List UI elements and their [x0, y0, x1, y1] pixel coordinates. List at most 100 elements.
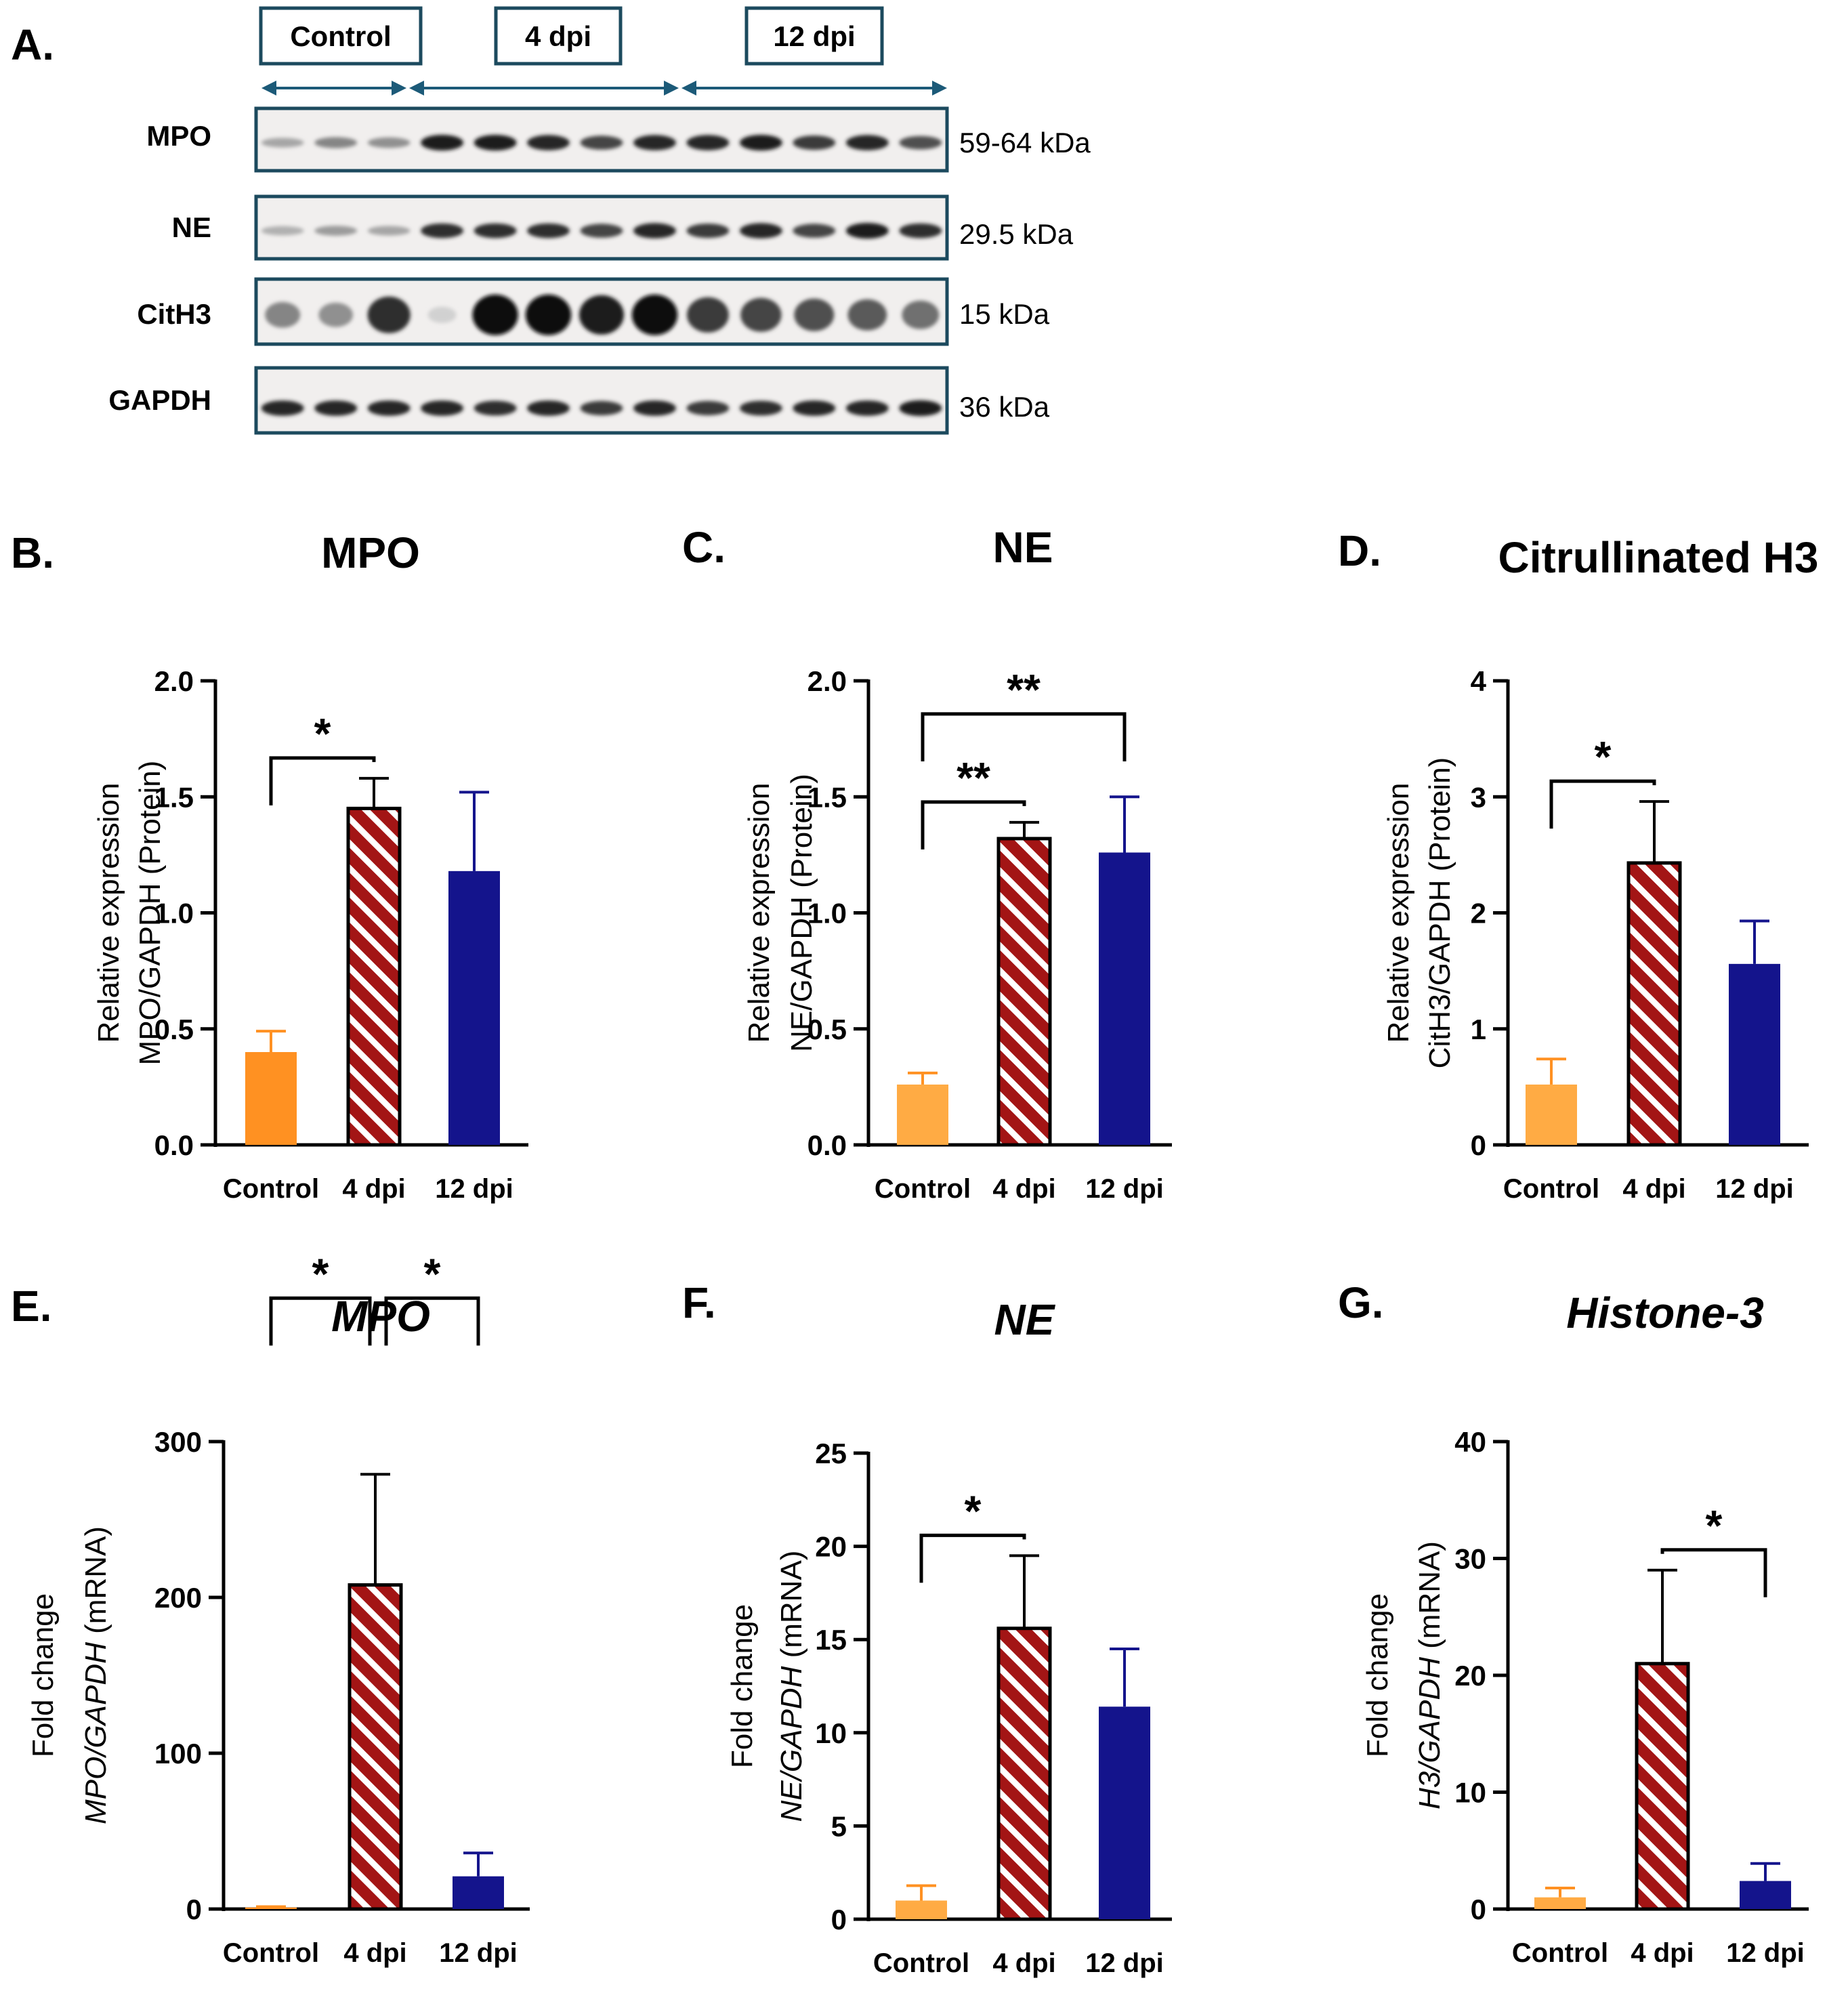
blot-band-gapdh-lane-1: [261, 400, 304, 416]
y-tick-label: 0: [186, 1893, 202, 1925]
x-tick-label-0: Control: [873, 1948, 969, 1978]
y-tick-label: 1.5: [154, 781, 194, 813]
significance-label-0: *: [1706, 1501, 1723, 1550]
bar-1: [1635, 1662, 1690, 1911]
blot-band-cith3-lane-4: [427, 306, 457, 323]
group-arrowhead-left-1: [409, 81, 424, 96]
y-axis-label-segment: MPO/GAPDH: [79, 1642, 112, 1824]
bar-0: [1534, 1897, 1586, 1909]
blot-band-cith3-lane-9: [687, 297, 729, 333]
bar-0: [896, 1900, 947, 1919]
blot-rows: MPO 59-64 kDa NE 29.5 kDa CitH3 15 kDa GAPDH 36…: [108, 106, 1091, 435]
bar-0: [897, 1084, 948, 1145]
blot-row-ne: NE 29.5 kDa: [172, 194, 1074, 261]
blot-band-ne-lane-9: [686, 224, 730, 238]
bar-1: [1626, 861, 1682, 1147]
blot-band-ne-lane-12: [845, 223, 889, 239]
significance-bracket-0: [919, 1533, 1026, 1583]
y-axis-label-line-1: Fold change: [726, 1604, 759, 1768]
y-tick-label: 2: [1471, 898, 1486, 929]
x-tick-label-1: 4 dpi: [992, 1948, 1055, 1978]
x-tick-label-1: 4 dpi: [343, 1938, 406, 1968]
y-tick-label: 1.0: [154, 898, 194, 929]
blot-row-gapdh: GAPDH 36 kDa: [108, 366, 1050, 435]
chart-title: NE: [993, 523, 1053, 572]
chart-panel-d: D. Citrullinated H3 0 1 2 3 4 Relative expressi…: [1338, 526, 1818, 1204]
group-arrowhead-left-0: [261, 81, 276, 96]
chart-panel-f: F. NE 0 5 10 15 20 25 Fold change NE/GAPDH (mRNA)…: [682, 1278, 1172, 1978]
blot-row-cith3: CitH3 15 kDa: [137, 277, 1050, 346]
y-axis-label-segment: H3/GAPDH: [1413, 1657, 1446, 1809]
x-tick-label-2: 12 dpi: [435, 1174, 513, 1204]
blot-band-mpo-lane-8: [633, 135, 676, 150]
blot-band-cith3-lane-7: [579, 295, 624, 335]
y-tick-label: 25: [815, 1438, 847, 1469]
bar-1: [996, 1627, 1052, 1921]
significance-bracket-0: [269, 756, 376, 805]
blot-size-ne: 29.5 kDa: [959, 218, 1074, 250]
y-tick-label: 300: [154, 1426, 202, 1458]
panel-letter: F.: [682, 1278, 716, 1327]
y-tick-label: 0.0: [154, 1129, 194, 1161]
significance-bracket-1: [921, 712, 1127, 761]
y-tick-label: 10: [815, 1717, 847, 1749]
blot-label-mpo: MPO: [146, 120, 211, 152]
x-tick-label-2: 12 dpi: [439, 1938, 518, 1968]
y-tick-label: 1.5: [807, 781, 847, 813]
blot-band-mpo-lane-4: [421, 135, 463, 151]
significance-bracket-0: [1549, 779, 1656, 829]
y-tick-label: 10: [1454, 1777, 1486, 1809]
y-tick-label: 1: [1471, 1013, 1486, 1045]
panel-letter: D.: [1338, 526, 1381, 575]
y-tick-label: 20: [1454, 1660, 1486, 1692]
blot-band-ne-lane-5: [474, 223, 517, 238]
blot-band-gapdh-lane-9: [686, 400, 730, 416]
bar-1: [346, 806, 402, 1147]
blot-size-cith3: 15 kDa: [959, 298, 1050, 330]
chart-title: Histone-3: [1566, 1288, 1764, 1337]
y-tick-label: 30: [1454, 1543, 1486, 1575]
blot-band-gapdh-lane-10: [740, 400, 782, 416]
significance-label-0: *: [1595, 732, 1612, 781]
chart-title: NE: [994, 1295, 1056, 1344]
group-label-2: 12 dpi: [773, 20, 855, 52]
blot-band-cith3-lane-2: [318, 302, 353, 327]
panel-letter: G.: [1338, 1278, 1384, 1327]
blot-band-gapdh-lane-7: [580, 400, 623, 416]
chart-title: MPO: [331, 1292, 430, 1341]
bar-0: [1526, 1084, 1577, 1145]
y-tick-label: 0: [831, 1904, 847, 1935]
group-arrowhead-right-2: [932, 81, 947, 96]
x-tick-label-2: 12 dpi: [1085, 1948, 1164, 1978]
blot-band-ne-lane-1: [261, 226, 304, 236]
significance-bracket-0: [921, 800, 1026, 850]
group-label-0: Control: [290, 20, 391, 52]
x-tick-label-2: 12 dpi: [1726, 1938, 1805, 1968]
significance-label-0: **: [957, 753, 990, 802]
blot-band-mpo-lane-10: [740, 135, 782, 151]
chart-panel-g: G. Histone-3 0 10 20 30 40 Fold change H3/GAPDH …: [1338, 1278, 1809, 1968]
y-tick-label: 0.5: [154, 1013, 194, 1045]
blot-band-mpo-lane-11: [793, 135, 836, 150]
blot-band-ne-lane-6: [527, 223, 570, 238]
blot-band-mpo-lane-7: [580, 135, 623, 150]
y-axis-label-line-1: Relative expression: [742, 783, 776, 1043]
blot-band-gapdh-lane-12: [845, 400, 889, 416]
y-tick-label: 0: [1471, 1129, 1486, 1161]
x-tick-label-1: 4 dpi: [1622, 1174, 1685, 1204]
y-axis-label-segment: NE/GAPDH: [775, 1666, 808, 1822]
x-tick-label-1: 4 dpi: [1631, 1938, 1694, 1968]
y-tick-label: 2.0: [154, 665, 194, 697]
y-axis-label-segment: MPO/GAPDH (Protein): [133, 761, 167, 1066]
bar-2: [1729, 963, 1780, 1145]
group-box-0: [259, 6, 423, 66]
y-axis-label-line-2: CitH3/GAPDH (Protein): [1423, 757, 1456, 1069]
blot-band-cith3-lane-5: [472, 294, 518, 335]
group-arrowhead-right-1: [664, 81, 679, 96]
blot-band-gapdh-lane-6: [527, 400, 570, 416]
y-tick-label: 0: [1471, 1893, 1486, 1925]
bar-2: [1099, 1706, 1150, 1919]
x-tick-label-1: 4 dpi: [992, 1174, 1055, 1204]
